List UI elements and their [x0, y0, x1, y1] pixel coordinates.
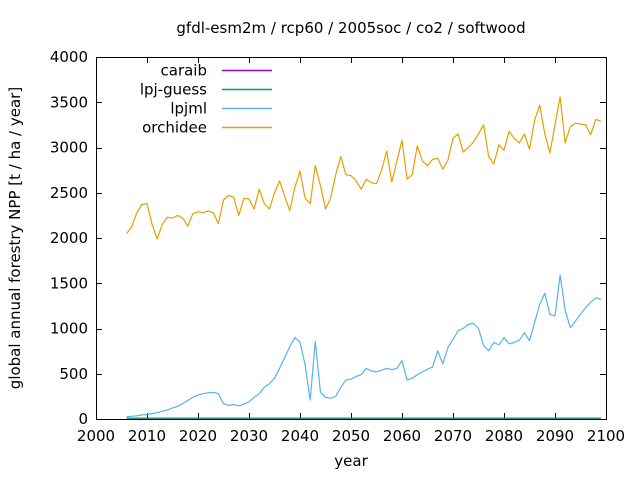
legend-label-caraib: caraib [161, 62, 208, 80]
y-tick-label-3000: 3000 [50, 139, 88, 157]
y-tick-label-500: 500 [59, 365, 88, 383]
chart-title: gfdl-esm2m / rcp60 / 2005soc / co2 / sof… [176, 19, 525, 37]
legend-label-lpj-guess: lpj-guess [140, 81, 207, 99]
x-tick-label-2080: 2080 [485, 427, 523, 445]
x-tick-label-2010: 2010 [128, 427, 166, 445]
y-tick-label-1000: 1000 [50, 320, 88, 338]
plot-area: 2000 2010 2020 2030 2040 2050 2060 2070 2080 2090… [50, 48, 625, 445]
y-tick-label-1500: 1500 [50, 274, 88, 292]
x-axis-label: year [334, 452, 368, 470]
series-line-lpjml [126, 274, 602, 418]
series-line-orchidee [126, 96, 602, 240]
x-tick-label-2050: 2050 [332, 427, 370, 445]
x-tick-label-2030: 2030 [230, 427, 268, 445]
y-tick-label-0: 0 [78, 410, 88, 428]
x-tick-label-2090: 2090 [536, 427, 574, 445]
x-tick-label-2070: 2070 [434, 427, 472, 445]
x-tick-label-2060: 2060 [383, 427, 421, 445]
legend-label-lpjml: lpjml [170, 100, 207, 118]
x-tick-label-2040: 2040 [281, 427, 319, 445]
legend-label-orchidee: orchidee [142, 119, 207, 137]
x-tick-label-2100: 2100 [587, 427, 625, 445]
y-axis-label: global annual forestry NPP [t / ha / yea… [6, 87, 24, 389]
x-tick-label-2000: 2000 [77, 427, 115, 445]
y-tick-label-3500: 3500 [50, 93, 88, 111]
y-tick-label-4000: 4000 [50, 48, 88, 66]
y-tick-label-2500: 2500 [50, 184, 88, 202]
y-tick-label-2000: 2000 [50, 229, 88, 247]
x-tick-label-2020: 2020 [179, 427, 217, 445]
